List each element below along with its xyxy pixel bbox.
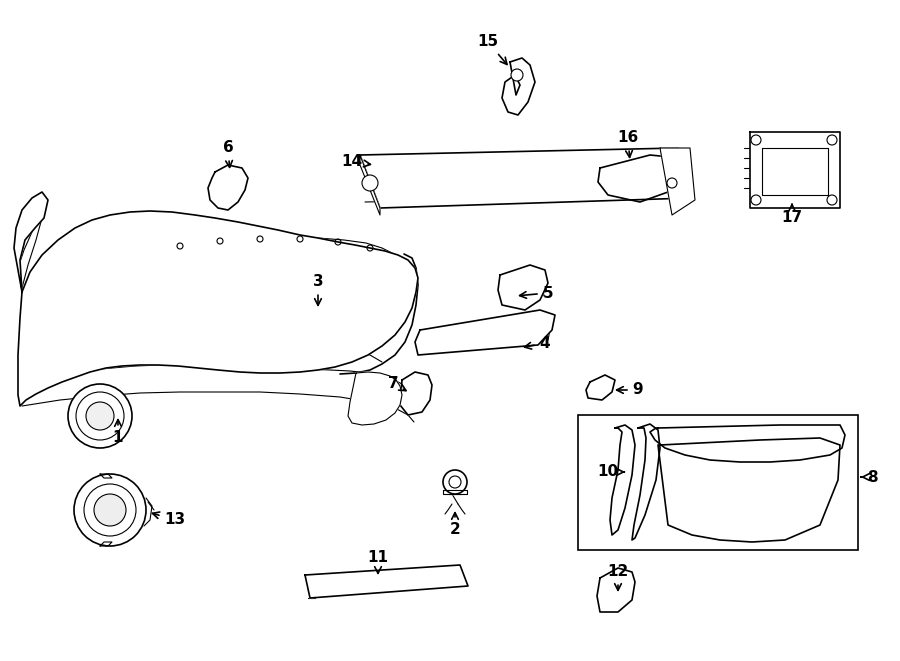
Polygon shape [360,155,380,215]
Circle shape [68,384,132,448]
Text: 16: 16 [617,130,639,157]
Circle shape [827,135,837,145]
Polygon shape [162,262,390,322]
Text: 5: 5 [519,286,554,301]
Text: 10: 10 [598,465,625,479]
Polygon shape [18,211,418,406]
Text: 6: 6 [222,141,233,167]
Bar [578,415,858,550]
Text: 17: 17 [781,204,803,225]
Polygon shape [14,192,48,292]
Circle shape [94,494,126,526]
Polygon shape [750,132,840,208]
Circle shape [362,175,378,191]
Polygon shape [400,372,432,415]
Polygon shape [305,565,468,598]
Text: 11: 11 [367,551,389,573]
Circle shape [86,402,114,430]
Circle shape [751,195,761,205]
Text: 7: 7 [388,375,406,391]
Polygon shape [597,568,635,612]
Polygon shape [415,310,555,355]
Polygon shape [502,58,535,115]
Polygon shape [498,265,548,310]
Circle shape [511,69,523,81]
Polygon shape [100,474,112,478]
Text: 9: 9 [616,383,643,397]
Polygon shape [632,424,660,540]
Text: 3: 3 [312,274,323,305]
Text: 2: 2 [450,513,461,537]
Polygon shape [610,425,635,535]
Polygon shape [348,372,402,425]
Polygon shape [360,148,690,208]
Circle shape [443,470,467,494]
Polygon shape [660,148,695,215]
Text: 4: 4 [525,336,550,350]
Text: 12: 12 [608,564,628,590]
Circle shape [751,135,761,145]
Polygon shape [443,490,467,494]
Polygon shape [598,155,688,202]
Polygon shape [658,438,840,542]
Polygon shape [586,375,615,400]
Text: 14: 14 [341,155,371,169]
Polygon shape [650,425,845,462]
Text: 15: 15 [477,34,507,65]
Text: 13: 13 [152,512,185,527]
Circle shape [74,474,146,546]
Circle shape [449,476,461,488]
Text: 8: 8 [861,469,878,485]
Polygon shape [762,148,828,195]
Text: 1: 1 [112,420,123,446]
Polygon shape [208,165,248,210]
Circle shape [84,484,136,536]
Circle shape [827,195,837,205]
Polygon shape [100,542,112,546]
